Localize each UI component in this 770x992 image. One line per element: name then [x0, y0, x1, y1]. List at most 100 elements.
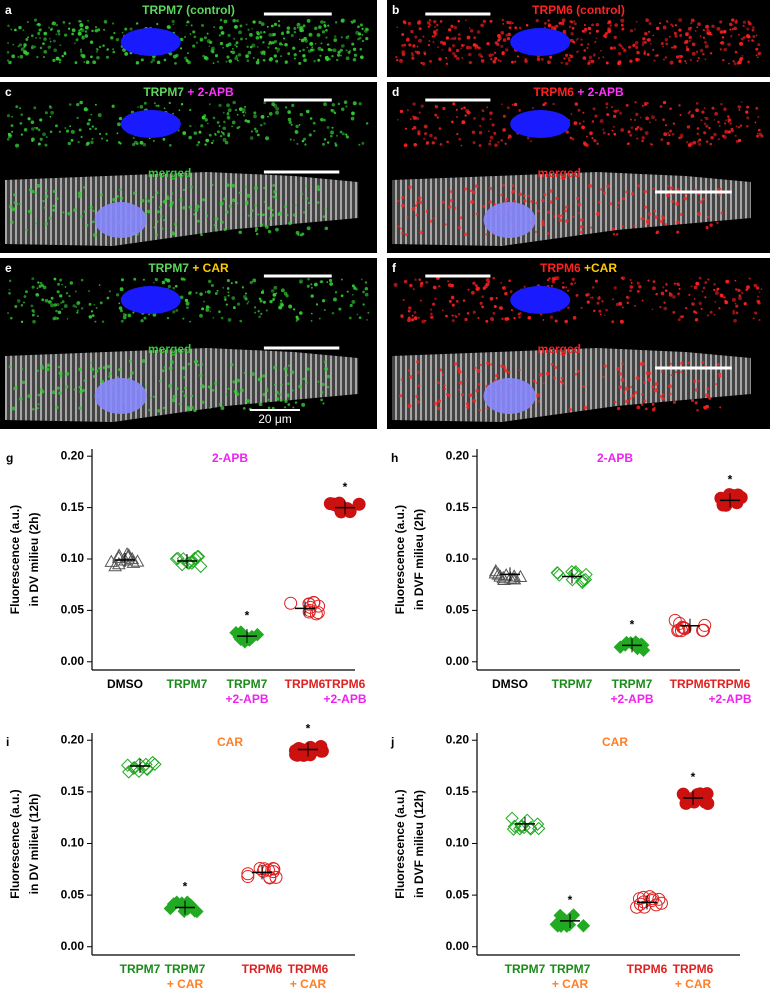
signal-dot [306, 197, 309, 200]
signal-dot [525, 23, 529, 27]
signal-dot [605, 106, 608, 109]
signal-dot [61, 54, 64, 58]
title-part: TRPM7 [148, 261, 189, 275]
signal-dot [305, 109, 310, 114]
signal-dot [156, 60, 161, 65]
signal-dot [328, 57, 331, 61]
signal-dot [320, 42, 323, 45]
signal-dot [466, 110, 471, 115]
signal-dot [635, 20, 638, 23]
signal-dot [341, 107, 345, 112]
signal-dot [23, 301, 25, 304]
signal-dot [223, 296, 227, 300]
signal-dot [293, 57, 296, 60]
signal-dot [258, 297, 262, 301]
signal-dot [251, 43, 256, 48]
signal-dot [397, 225, 400, 228]
signal-dot [43, 50, 48, 54]
signal-dot [187, 60, 191, 65]
signal-dot [41, 284, 44, 287]
signal-dot [211, 389, 215, 392]
signal-dot [56, 29, 61, 33]
signal-dot [710, 33, 713, 36]
signal-dot [421, 62, 426, 66]
merged-nucleus [94, 202, 147, 238]
signal-dot [706, 32, 710, 35]
signal-dot [432, 41, 435, 43]
signal-dot [667, 132, 670, 134]
signal-dot [306, 19, 311, 23]
signal-dot [246, 302, 249, 305]
signal-dot [574, 22, 577, 26]
signal-dot [465, 45, 470, 50]
signal-dot [447, 280, 450, 283]
signal-dot [260, 114, 265, 119]
signal-dot [710, 136, 714, 140]
signal-dot [597, 200, 601, 204]
signal-dot [295, 124, 299, 129]
signal-dot [182, 317, 185, 320]
signal-dot [154, 277, 158, 282]
signal-dot [62, 211, 65, 214]
signal-dot [704, 393, 709, 398]
signal-dot [142, 278, 145, 281]
signal-dot [679, 133, 684, 138]
signal-dot [273, 285, 278, 290]
panel-letter: i [6, 735, 9, 749]
signal-dot [181, 366, 186, 370]
signal-dot [636, 50, 640, 55]
signal-dot [411, 314, 414, 317]
x-tick-label: TRPM6 [710, 677, 751, 691]
signal-dot [572, 215, 575, 219]
signal-dot [281, 43, 284, 46]
signal-dot [650, 143, 653, 146]
signal-dot [267, 406, 271, 410]
signal-dot [181, 390, 184, 393]
signal-dot [219, 41, 224, 46]
panel-letter: g [6, 451, 13, 465]
signal-dot [7, 312, 9, 314]
signal-dot [513, 102, 518, 107]
signal-dot [298, 38, 301, 41]
signal-dot [237, 53, 242, 57]
signal-dot [273, 103, 278, 108]
signal-dot [198, 130, 202, 134]
signal-dot [505, 48, 509, 52]
y-tick-label: 0.05 [446, 887, 470, 901]
x-tick-sublabel: + CAR [290, 977, 327, 991]
signal-dot [489, 139, 492, 142]
signal-dot [644, 103, 647, 106]
signal-dot [55, 309, 58, 313]
signal-dot [553, 215, 556, 218]
signal-dot [95, 369, 99, 373]
signal-dot [414, 278, 417, 281]
signal-dot [396, 59, 399, 62]
signal-dot [263, 186, 266, 189]
signal-dot [159, 214, 163, 218]
signal-dot [545, 371, 550, 376]
signal-dot [39, 118, 43, 122]
signal-dot [698, 138, 702, 142]
signal-dot [55, 23, 59, 27]
signal-dot [339, 130, 343, 134]
signal-dot [227, 294, 230, 297]
signal-dot [140, 319, 144, 323]
y-tick-label: 0.05 [61, 603, 85, 617]
signal-dot [665, 124, 668, 127]
signal-dot [223, 227, 227, 232]
signal-dot [718, 374, 722, 378]
signal-dot [21, 380, 26, 385]
signal-dot [193, 35, 197, 39]
signal-dot [295, 320, 298, 322]
signal-dot [42, 199, 45, 203]
signal-dot [755, 286, 760, 290]
signal-dot [549, 200, 553, 204]
signal-dot [216, 121, 220, 124]
y-tick-label: 0.00 [446, 939, 470, 953]
signal-dot [734, 279, 737, 282]
signal-dot [735, 139, 739, 143]
signal-dot [449, 190, 453, 193]
signal-dot [629, 289, 632, 293]
signal-dot [326, 374, 331, 379]
signal-dot [157, 104, 160, 108]
